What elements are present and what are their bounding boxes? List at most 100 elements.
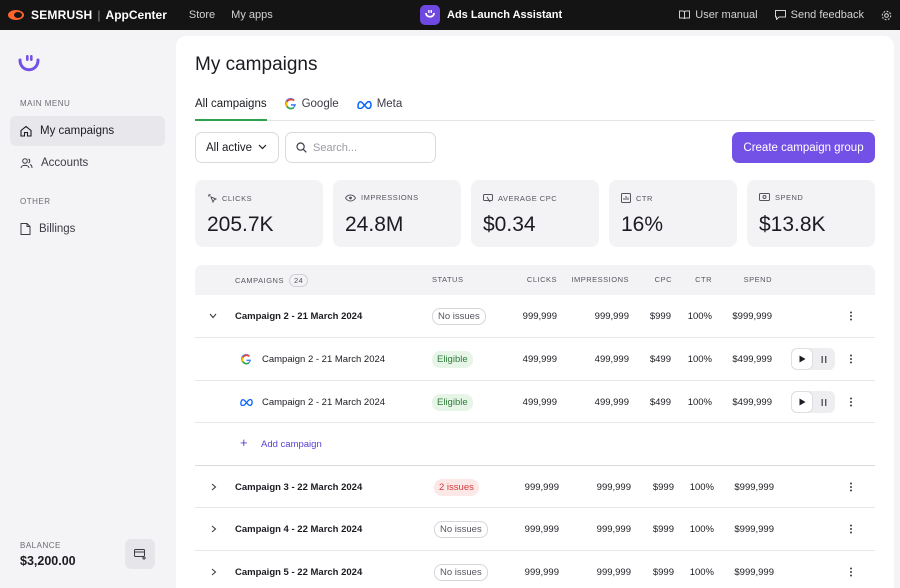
sidebar: MAIN MENU My campaigns Accounts OTHER Bi… [0,30,176,588]
stat-label: CLICKS [207,193,252,203]
header-cpc[interactable]: CPC [654,275,672,284]
status-badge: Eligible [432,351,473,368]
add-campaign-link[interactable]: Add campaign [261,439,322,450]
table-row[interactable]: Campaign 2 - 21 March 2024 No issues 999… [195,295,875,338]
tab-all-campaigns[interactable]: All campaigns [195,88,267,121]
spend-icon [759,193,770,201]
pause-button[interactable] [814,349,834,369]
stat-value: $0.34 [483,213,536,236]
tab-meta[interactable]: Meta [356,88,403,120]
play-button[interactable] [792,349,812,369]
send-feedback-link[interactable]: Send feedback [774,9,864,21]
page-title: My campaigns [195,54,318,75]
chevron-right-icon[interactable] [211,568,217,576]
app-logo-icon[interactable] [18,54,40,77]
clicks-value: 499,999 [522,397,557,408]
sidebar-item-my-campaigns[interactable]: My campaigns [10,116,165,146]
clicks-value: 999,999 [524,567,559,578]
balance-label: BALANCE [20,541,61,550]
search-box[interactable] [285,132,436,163]
cpc-value: $999 [652,524,674,535]
campaign-name[interactable]: Campaign 2 - 21 March 2024 [262,354,386,365]
spend-value: $499,999 [732,397,772,408]
ctr-icon [621,193,631,203]
pause-icon [821,398,827,406]
more-options-icon[interactable] [849,482,853,492]
more-options-icon[interactable] [849,567,853,577]
app-title: Ads Launch Assistant [447,9,563,21]
create-campaign-group-button[interactable]: Create campaign group [732,132,875,163]
campaign-name[interactable]: Campaign 2 - 21 March 2024 [262,397,386,408]
home-icon [20,125,32,137]
search-input[interactable] [313,141,423,154]
ctr-value: 100% [689,567,714,578]
app-frame: MAIN MENU My campaigns Accounts OTHER Bi… [0,30,900,588]
play-icon [799,398,805,406]
chat-icon [774,10,786,20]
store-link[interactable]: Store [188,9,216,21]
chevron-right-icon[interactable] [211,525,217,533]
stat-value: 16% [621,213,664,236]
brand-separator: | [97,8,101,22]
book-icon [679,10,691,20]
semrush-logo[interactable]: SEMRUSH | AppCenter [8,8,167,22]
top-right-links: User manual Send feedback [679,0,892,30]
add-funds-button[interactable] [125,539,155,569]
more-options-icon[interactable] [849,354,853,364]
table-row[interactable]: Campaign 4 - 22 March 2024 No issues 999… [195,508,875,551]
campaign-name[interactable]: Campaign 5 - 22 March 2024 [235,567,363,578]
settings-gear-icon[interactable] [881,10,892,21]
google-icon [284,98,296,110]
header-spend[interactable]: SPEND [743,275,772,284]
other-heading: OTHER [20,197,51,206]
more-options-icon[interactable] [849,524,853,534]
add-card-icon [133,549,146,560]
more-options-icon[interactable] [849,311,853,321]
sidebar-item-accounts[interactable]: Accounts [10,148,165,178]
spend-value: $999,999 [734,567,774,578]
tab-google[interactable]: Google [284,88,339,120]
sidebar-item-billings[interactable]: Billings [10,214,165,244]
tab-label: All campaigns [195,97,267,110]
main-menu-heading: MAIN MENU [20,99,71,108]
play-pause-control [791,348,835,370]
table-row[interactable]: Campaign 3 - 22 March 2024 2 issues 999,… [195,466,875,508]
campaign-name[interactable]: Campaign 3 - 22 March 2024 [235,482,363,493]
chevron-down-icon [258,144,267,150]
play-button[interactable] [792,392,812,412]
table-row[interactable]: Campaign 2 - 21 March 2024 Eligible 499,… [195,381,875,423]
play-pause-control [791,391,835,413]
campaign-name[interactable]: Campaign 4 - 22 March 2024 [235,524,363,535]
campaign-name[interactable]: Campaign 2 - 21 March 2024 [235,311,363,322]
header-label: CAMPAIGNS [235,276,284,285]
send-feedback-label: Send feedback [790,9,864,21]
stat-value: 205.7K [207,213,274,236]
tab-label: Meta [376,98,403,110]
header-ctr[interactable]: CTR [695,275,712,284]
ctr-value: 100% [687,354,712,365]
campaign-count-badge: 24 [288,274,309,287]
header-clicks[interactable]: CLICKS [526,275,557,284]
chevron-down-icon[interactable] [209,313,217,319]
app-title-block: Ads Launch Assistant [420,5,562,25]
table-row[interactable]: Campaign 2 - 21 March 2024 Eligible 499,… [195,338,875,381]
table-row[interactable]: Campaign 5 - 22 March 2024 No issues 999… [195,551,875,588]
clicks-value: 999,999 [524,524,559,535]
header-campaigns[interactable]: CAMPAIGNS 24 [235,274,309,287]
status-filter-select[interactable]: All active [195,132,279,163]
clicks-value: 499,999 [522,354,557,365]
header-status[interactable]: STATUS [432,275,464,284]
more-options-icon[interactable] [849,397,853,407]
ctr-value: 100% [687,397,712,408]
chevron-right-icon[interactable] [211,483,217,491]
header-impressions[interactable]: IMPRESSIONS [571,275,629,284]
balance-value: $3,200.00 [20,554,76,568]
impressions-value: 499,999 [594,354,629,365]
pause-button[interactable] [814,392,834,412]
my-apps-link[interactable]: My apps [231,9,273,21]
plus-icon: + [240,435,248,450]
user-manual-link[interactable]: User manual [679,9,758,21]
clicks-value: 999,999 [524,482,559,493]
impressions-value: 499,999 [594,397,629,408]
spend-value: $999,999 [732,311,772,322]
